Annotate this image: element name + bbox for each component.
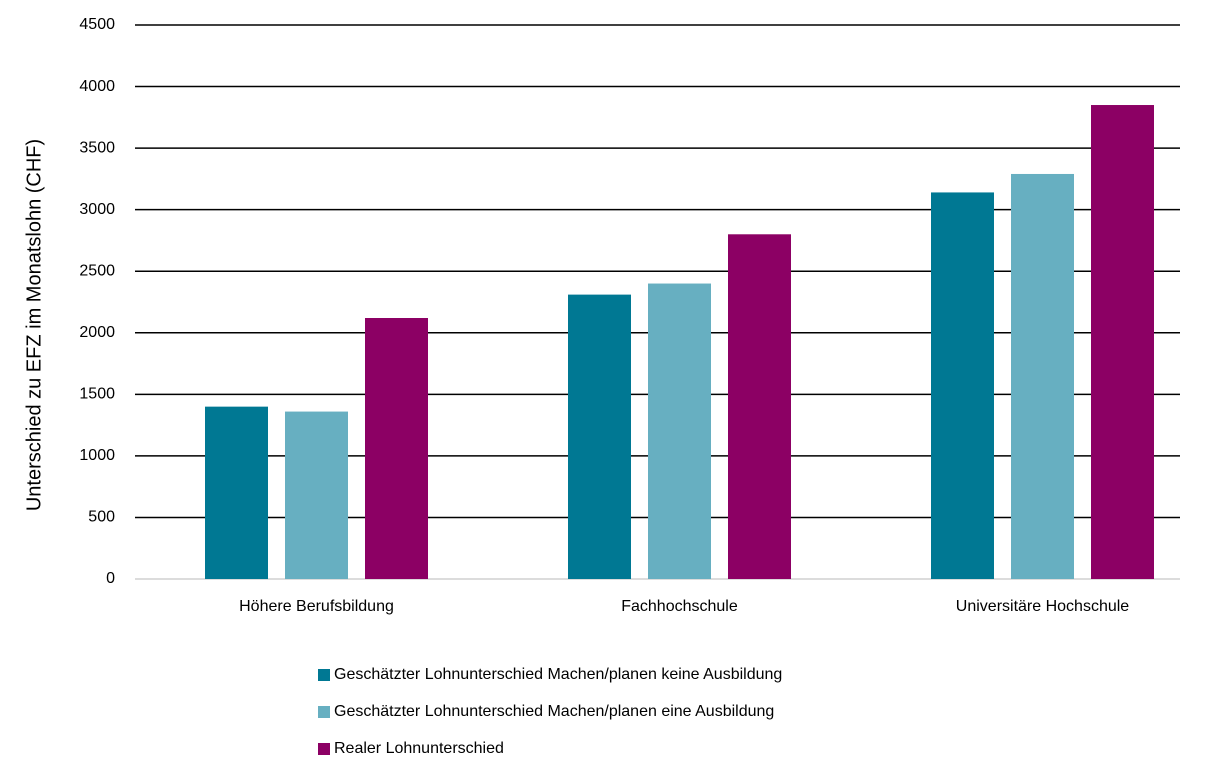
y-axis-label: Unterschied zu EFZ im Monatslohn (CHF) <box>23 139 45 511</box>
bar <box>285 411 348 579</box>
y-tick-label: 1000 <box>79 447 115 464</box>
x-tick-label: Höhere Berufsbildung <box>239 598 394 615</box>
x-tick-label: Fachhochschule <box>621 598 738 615</box>
y-tick-label: 4500 <box>79 16 115 33</box>
bar <box>931 192 994 580</box>
y-tick-label: 4000 <box>79 78 115 95</box>
x-tick-label: Universitäre Hochschule <box>956 598 1130 615</box>
bar <box>365 318 428 579</box>
bar <box>568 294 631 579</box>
bar <box>205 406 268 579</box>
legend-label: Realer Lohnunterschied <box>334 740 504 757</box>
bar <box>728 234 791 580</box>
legend-swatch <box>318 669 330 681</box>
bar <box>648 283 711 579</box>
y-tick-label: 2500 <box>79 262 115 279</box>
legend-swatch <box>318 706 330 718</box>
y-tick-label: 3500 <box>79 139 115 156</box>
legend-label: Geschätzter Lohnunterschied Machen/plane… <box>334 666 782 683</box>
y-tick-label: 500 <box>88 509 115 526</box>
legend-swatch <box>318 743 330 755</box>
y-tick-label: 1500 <box>79 386 115 403</box>
y-tick-label: 0 <box>106 570 115 587</box>
y-tick-label: 3000 <box>79 201 115 218</box>
y-tick-label: 2000 <box>79 324 115 341</box>
legend-label: Geschätzter Lohnunterschied Machen/plane… <box>334 703 774 720</box>
bar <box>1091 105 1154 580</box>
bar <box>1011 173 1074 579</box>
